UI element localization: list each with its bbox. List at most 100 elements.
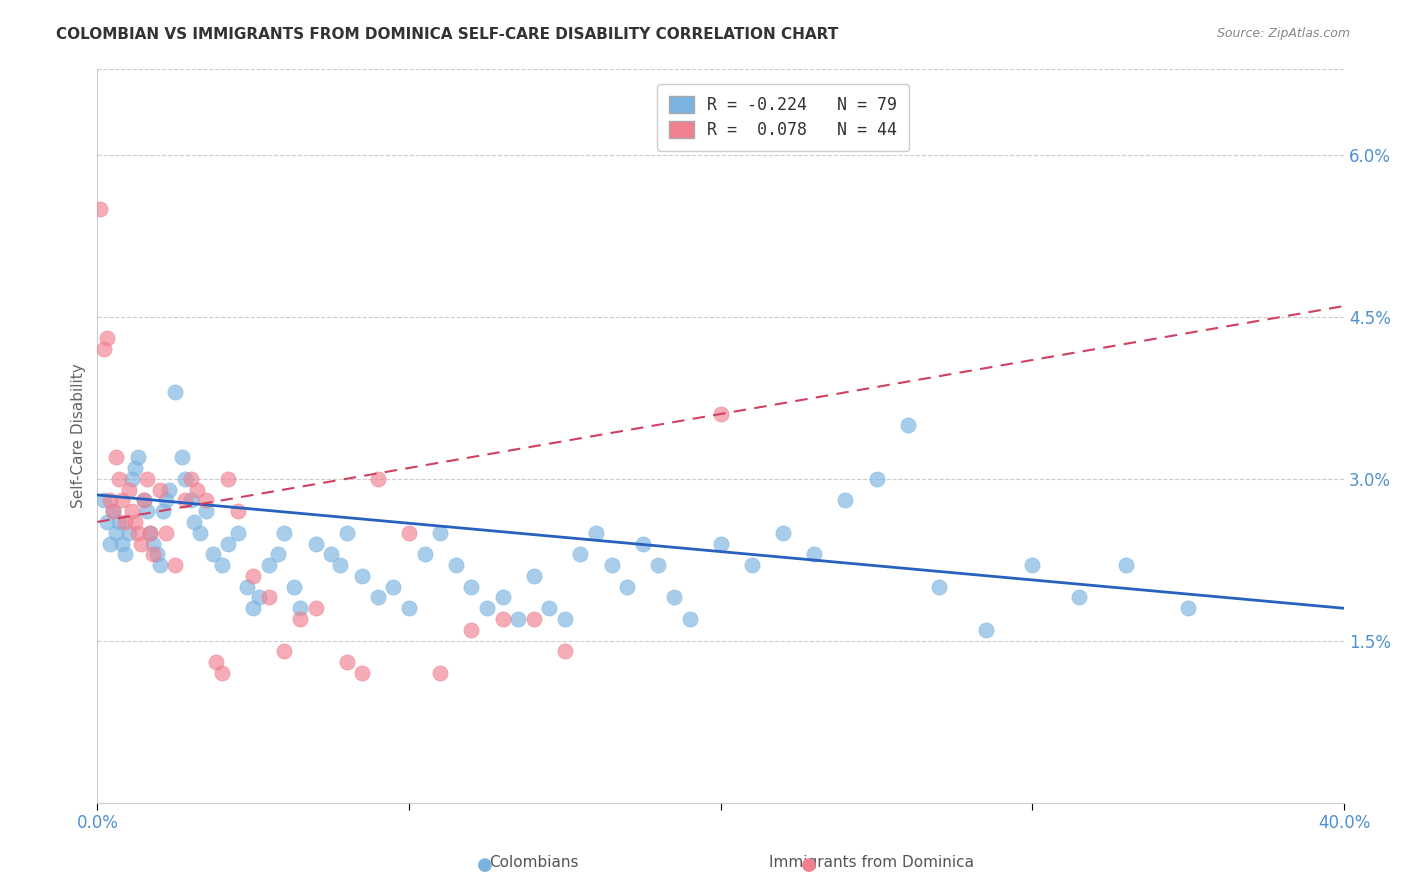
Point [127, 450, 149, 464]
Point [217, 536, 239, 550]
Point [321, 547, 343, 561]
Point [145, 547, 167, 561]
Point [710, 536, 733, 550]
Point [538, 601, 561, 615]
Point [236, 580, 259, 594]
Point [96, 331, 118, 345]
Point [554, 612, 576, 626]
Point [273, 644, 295, 658]
Point [117, 483, 139, 497]
Point [132, 493, 155, 508]
Point [142, 536, 165, 550]
Legend: R = -0.224   N = 79, R =  0.078   N = 44: R = -0.224 N = 79, R = 0.078 N = 44 [657, 84, 908, 151]
Point [98, 536, 121, 550]
Point [101, 504, 124, 518]
Point [217, 472, 239, 486]
Point [242, 569, 264, 583]
Point [429, 666, 451, 681]
Point [149, 483, 172, 497]
Point [772, 525, 794, 540]
Point [180, 472, 202, 486]
Point [93, 493, 115, 508]
Point [398, 601, 420, 615]
Point [329, 558, 352, 573]
Point [152, 504, 174, 518]
Point [741, 558, 763, 573]
Point [616, 580, 638, 594]
Point [491, 591, 513, 605]
Point [226, 504, 249, 518]
Point [124, 515, 146, 529]
Point [89, 202, 111, 216]
Point [662, 591, 685, 605]
Point [1177, 601, 1199, 615]
Point [165, 558, 187, 573]
Point [257, 591, 280, 605]
Point [710, 407, 733, 421]
Point [460, 623, 482, 637]
Point [508, 612, 530, 626]
Point [600, 558, 623, 573]
Point [105, 525, 128, 540]
Point [204, 655, 226, 669]
Text: Colombians: Colombians [489, 855, 579, 870]
Point [585, 525, 607, 540]
Point [367, 472, 389, 486]
Point [173, 493, 195, 508]
Point [157, 483, 180, 497]
Point [226, 525, 249, 540]
Point [974, 623, 997, 637]
Point [139, 525, 162, 540]
Point [523, 612, 546, 626]
Point [117, 525, 139, 540]
Point [865, 472, 887, 486]
Text: ●: ● [477, 856, 494, 874]
Point [195, 504, 218, 518]
Point [352, 666, 374, 681]
Point [180, 493, 202, 508]
Point [413, 547, 436, 561]
Point [165, 385, 187, 400]
Point [491, 612, 513, 626]
Point [288, 601, 311, 615]
Point [211, 558, 233, 573]
Point [283, 580, 305, 594]
Point [173, 472, 195, 486]
Point [114, 515, 136, 529]
Point [211, 666, 233, 681]
Point [108, 515, 131, 529]
Point [444, 558, 467, 573]
Point [98, 493, 121, 508]
Point [127, 525, 149, 540]
Point [105, 450, 128, 464]
Point [834, 493, 856, 508]
Point [475, 601, 498, 615]
Point [186, 483, 208, 497]
Point [121, 472, 143, 486]
Y-axis label: Self-Care Disability: Self-Care Disability [72, 363, 86, 508]
Point [803, 547, 825, 561]
Point [129, 536, 152, 550]
Point [273, 525, 295, 540]
Point [554, 644, 576, 658]
Point [336, 525, 359, 540]
Point [304, 601, 326, 615]
Text: COLOMBIAN VS IMMIGRANTS FROM DOMINICA SELF-CARE DISABILITY CORRELATION CHART: COLOMBIAN VS IMMIGRANTS FROM DOMINICA SE… [56, 27, 838, 42]
Point [124, 461, 146, 475]
Point [108, 472, 131, 486]
Point [267, 547, 290, 561]
Point [429, 525, 451, 540]
Point [928, 580, 950, 594]
Point [136, 504, 159, 518]
Point [288, 612, 311, 626]
Text: ●: ● [800, 856, 817, 874]
Point [352, 569, 374, 583]
Point [183, 515, 205, 529]
Point [121, 504, 143, 518]
Point [101, 504, 124, 518]
Point [523, 569, 546, 583]
Point [142, 547, 165, 561]
Point [132, 493, 155, 508]
Point [249, 591, 271, 605]
Point [460, 580, 482, 594]
